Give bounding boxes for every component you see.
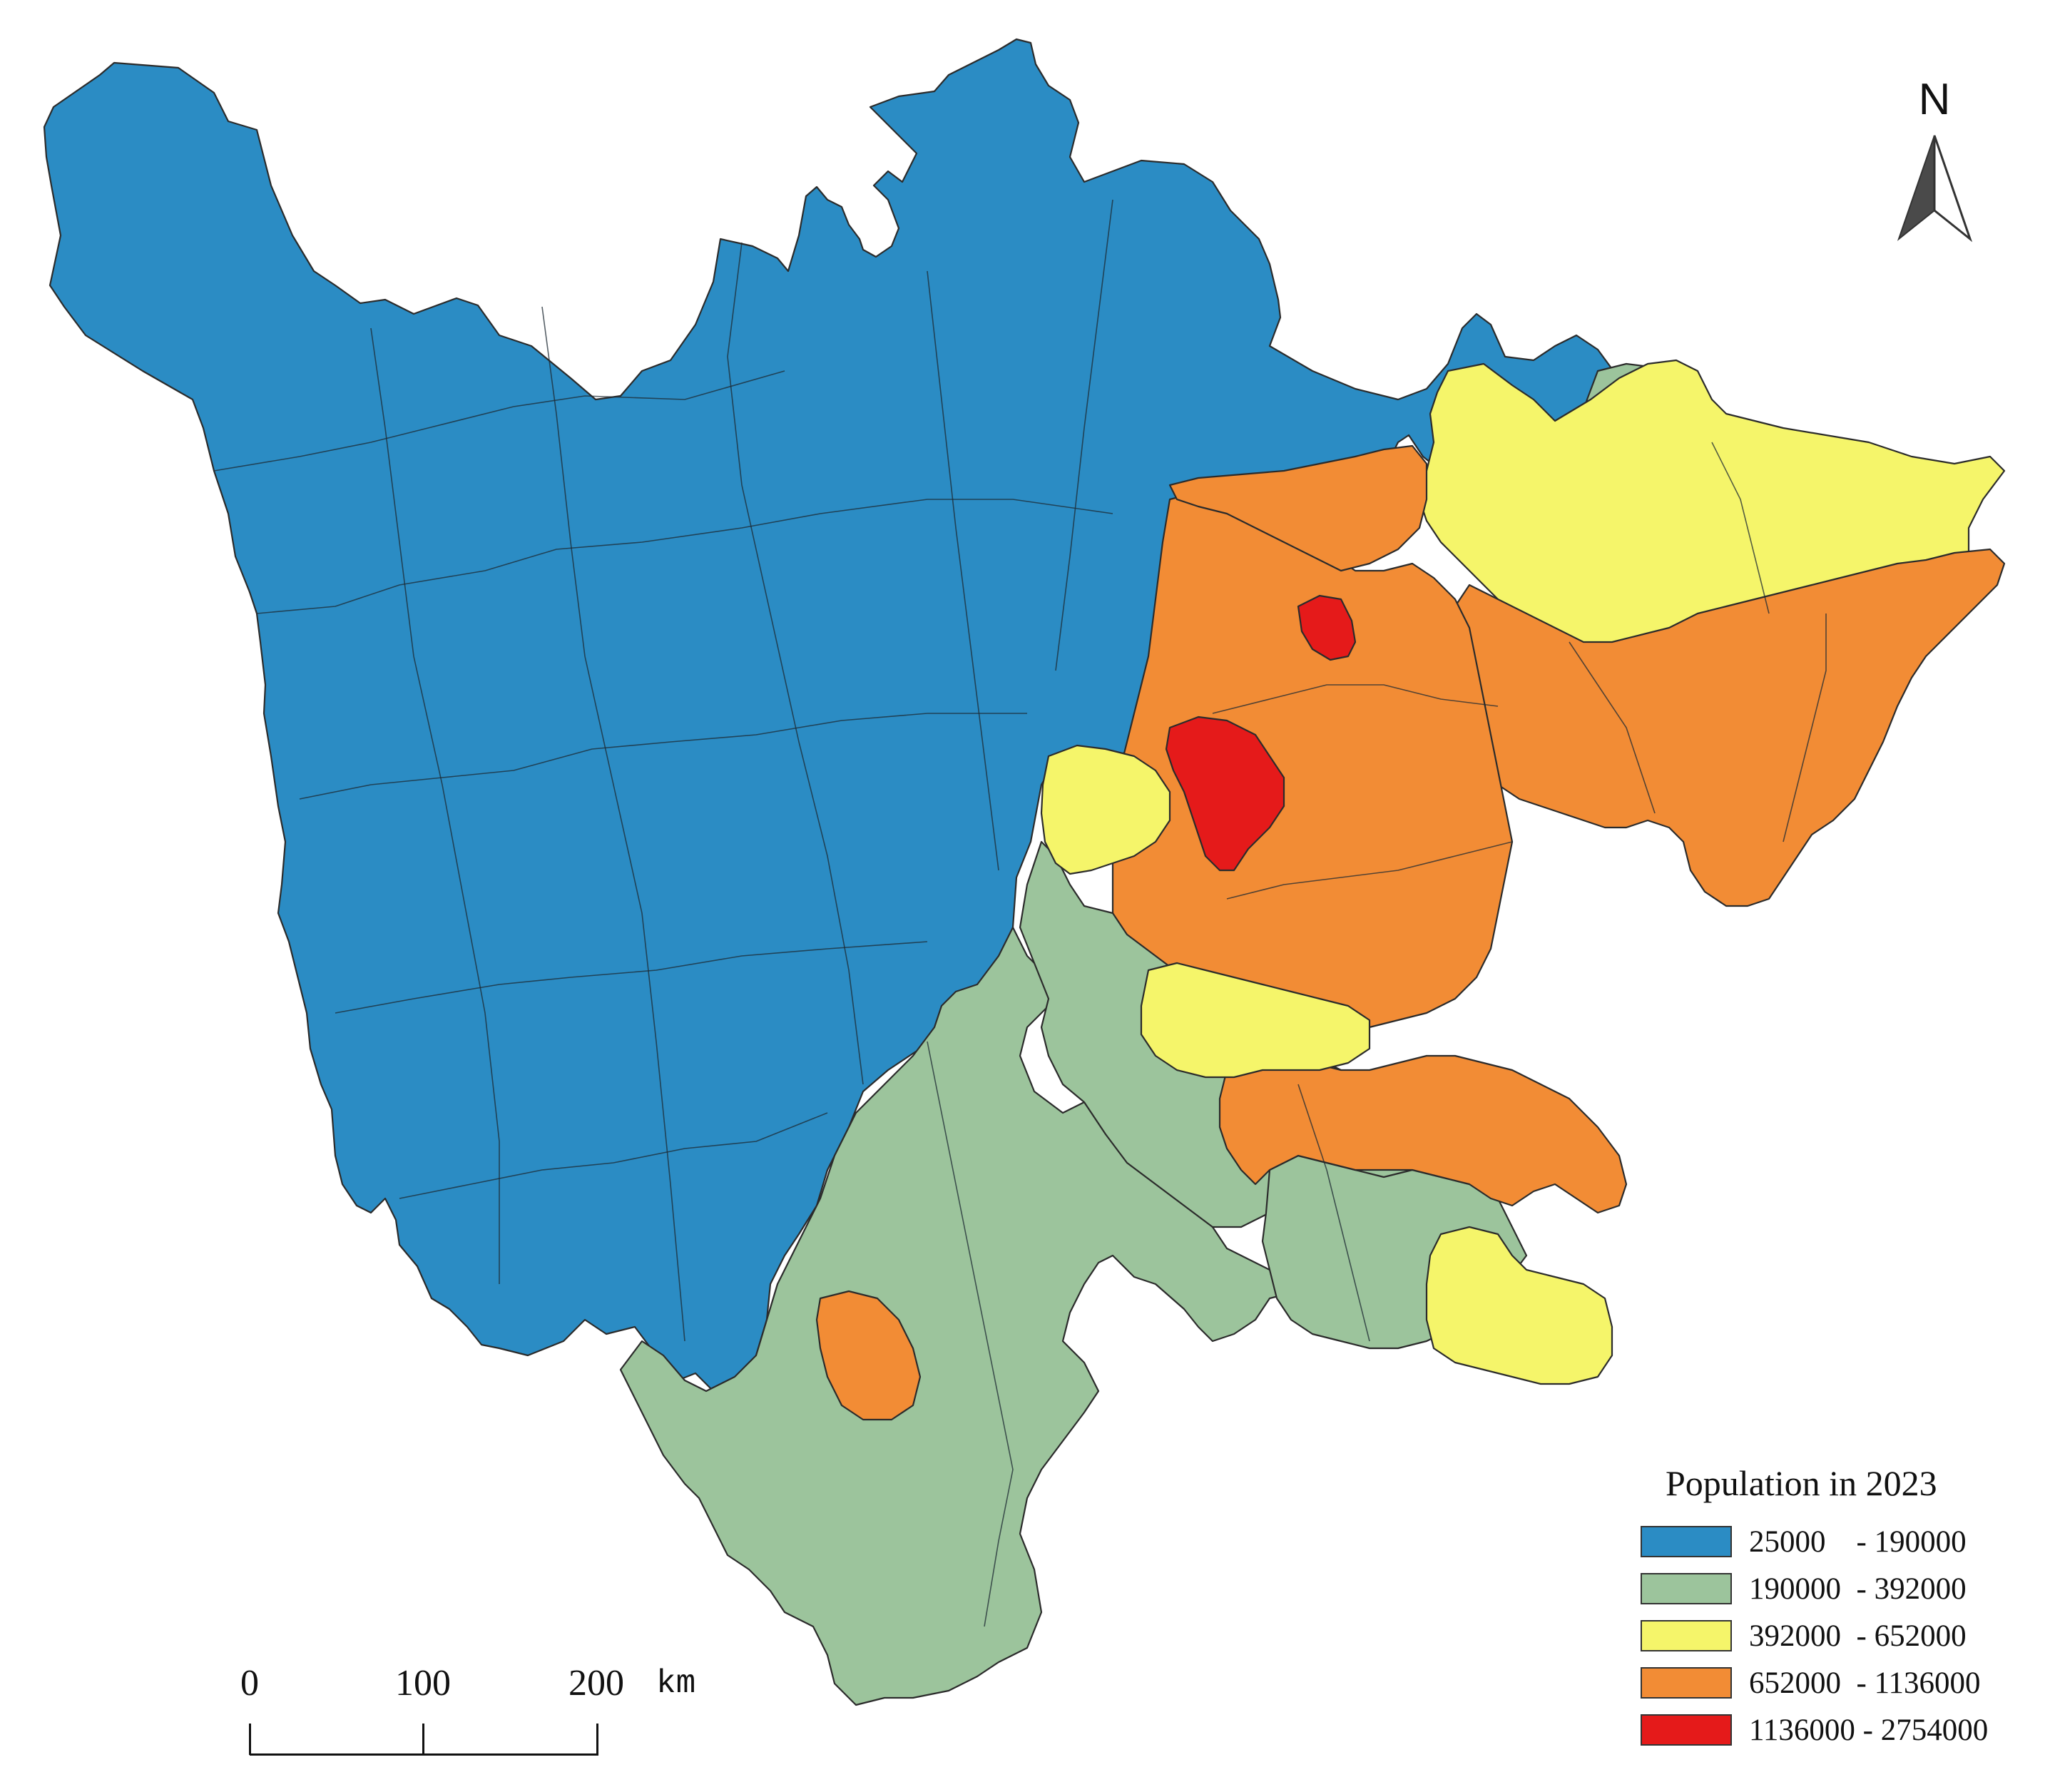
boundary-line [541, 306, 685, 1342]
boundary-line [299, 713, 1027, 800]
legend-swatch [1641, 1620, 1732, 1651]
legend-item: 652000 - 1136000 [1641, 1659, 2040, 1706]
region-east-orange [1447, 548, 2006, 907]
boundary-line [370, 327, 500, 1284]
legend-label: 652000 - 1136000 [1749, 1666, 1981, 1700]
legend: Population in 2023 25000 - 190000 190000… [1641, 1462, 2040, 1753]
legend-swatch [1641, 1714, 1732, 1746]
legend-swatch [1641, 1667, 1732, 1699]
legend-label: 25000 - 190000 [1749, 1524, 1967, 1559]
region-red-core [1165, 716, 1285, 872]
boundary-line [1212, 684, 1499, 714]
boundary-line [1055, 199, 1113, 671]
legend-label: 1136000 - 2754000 [1749, 1713, 1989, 1747]
region-south-orange [1218, 1054, 1628, 1214]
boundary-line [927, 1041, 1014, 1627]
region-central-orange [1111, 491, 1514, 1036]
region-red-north [1297, 594, 1357, 661]
legend-label: 392000 - 652000 [1749, 1619, 1967, 1653]
boundary-line [213, 370, 785, 472]
legend-item: 190000 - 392000 [1641, 1565, 2040, 1612]
scale-bar: 0 100 200 km [235, 1662, 735, 1776]
region-west-yellow [1040, 744, 1171, 875]
boundary-line [727, 242, 864, 1085]
scale-unit: km [656, 1665, 696, 1702]
legend-item: 1136000 - 2754000 [1641, 1706, 2040, 1753]
region-enclave-orange [815, 1290, 922, 1421]
scale-label-0: 0 [240, 1663, 259, 1704]
north-letter: N [1918, 75, 1951, 124]
boundary-line [256, 499, 1113, 614]
boundary-line [1569, 641, 1656, 814]
legend-title: Population in 2023 [1666, 1463, 1937, 1503]
north-arrow: N [1890, 75, 1983, 250]
boundary-line [1783, 614, 1827, 842]
scale-tick [596, 1724, 598, 1755]
region-southeast-yellow [1425, 1226, 1613, 1385]
scale-label-100: 100 [395, 1663, 451, 1704]
boundary-line [1297, 1084, 1370, 1342]
boundary-line [1226, 841, 1513, 900]
legend-swatch [1641, 1526, 1732, 1557]
legend-label: 190000 - 392000 [1749, 1572, 1967, 1606]
legend-item: 25000 - 190000 [1641, 1518, 2040, 1565]
region-central-yellow [1140, 962, 1371, 1079]
scale-tick [249, 1724, 251, 1755]
legend-swatch [1641, 1573, 1732, 1604]
boundary-line [927, 270, 999, 871]
north-arrow-icon [1897, 135, 1973, 243]
scale-label-200: 200 [568, 1663, 624, 1704]
legend-item: 392000 - 652000 [1641, 1612, 2040, 1659]
boundary-line [1711, 442, 1770, 614]
boundary-line [335, 941, 928, 1014]
scale-tick [422, 1724, 424, 1755]
region-north-orange [1168, 444, 1428, 572]
boundary-line [399, 1112, 828, 1199]
